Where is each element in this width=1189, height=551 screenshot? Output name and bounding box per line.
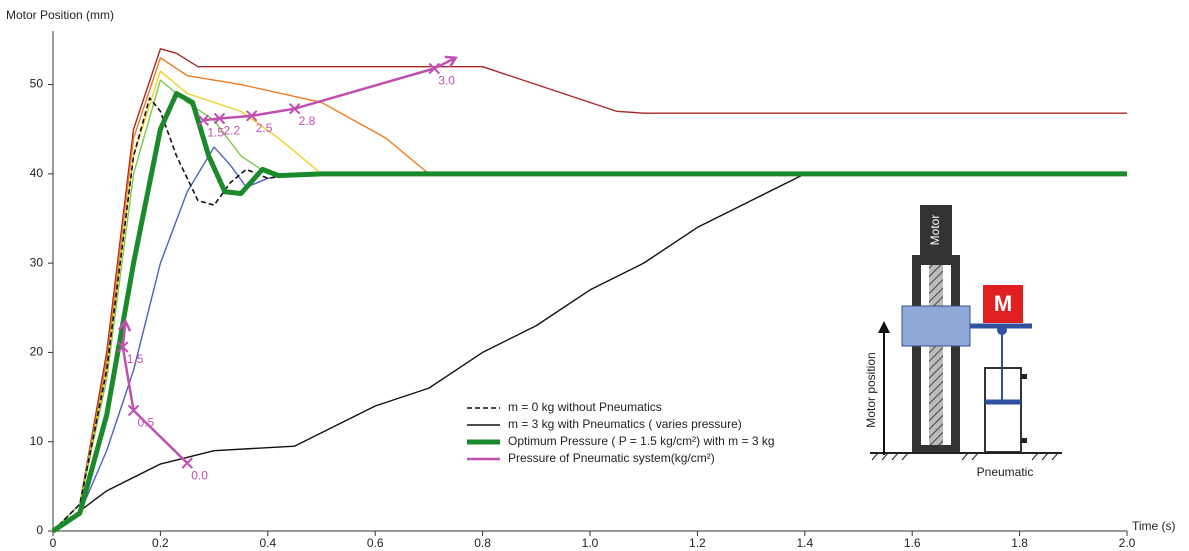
x-tick-label: 1.8 — [1011, 536, 1028, 550]
port — [1021, 438, 1027, 443]
lead-screw — [929, 265, 943, 445]
pneumatic-label: Pneumatic — [977, 465, 1034, 479]
series-line — [52, 57, 1127, 532]
x-tick-label: 0.2 — [152, 536, 169, 550]
point-marker — [213, 112, 226, 125]
point-label: 0.0 — [191, 468, 208, 482]
point-label: 2.2 — [223, 124, 240, 138]
y-tick-label: 40 — [30, 166, 44, 180]
x-tick-label: 1.0 — [582, 536, 599, 550]
point-marker — [197, 114, 210, 126]
legend-label: m = 3 kg with Pneumatics ( varies pressu… — [508, 417, 742, 431]
series-line — [52, 79, 1127, 532]
point-marker — [245, 110, 258, 122]
ground-hatch — [871, 452, 1059, 461]
legend-label: Pressure of Pneumatic system(kg/cm²) — [508, 451, 715, 465]
point-label: 2.8 — [299, 114, 316, 128]
mass-box — [983, 285, 1023, 323]
port — [1021, 374, 1027, 379]
mass-label: M — [994, 291, 1012, 316]
y-tick-label: 10 — [30, 434, 44, 448]
y-tick-label: 50 — [30, 77, 44, 91]
series-line — [51, 91, 1127, 534]
x-tick-label: 0 — [50, 536, 57, 550]
inset-diagram: Motor M Motor position Pneumatic — [864, 205, 1062, 479]
motor-label: Motor — [928, 215, 942, 246]
point-label: 3.0 — [438, 74, 455, 88]
arrow-head — [117, 318, 132, 332]
plot-area: 0 0.2 0.4 0.6 0.8 1.0 1.2 1.4 1.6 1.8 2.0 0 10 20 30 40… — [30, 48, 1136, 550]
y-axis-title: Motor Position (mm) — [6, 8, 114, 22]
series-line — [52, 173, 1127, 532]
point-marker — [127, 404, 140, 417]
position-label: Motor position — [864, 352, 878, 427]
point-marker — [117, 341, 129, 353]
x-axis-title: Time (s) — [1132, 519, 1176, 533]
x-tick-label: 1.4 — [796, 536, 813, 550]
series-line — [121, 56, 457, 465]
x-tick-label: 1.6 — [904, 536, 921, 550]
point-marker — [288, 102, 301, 115]
x-tick-label: 2.0 — [1119, 536, 1136, 550]
point-label: 0.5 — [138, 416, 155, 430]
y-tick-label: 0 — [36, 523, 43, 537]
x-tick-label: 0.6 — [367, 536, 384, 550]
series-line — [52, 97, 1127, 532]
arrow-head — [444, 55, 458, 68]
series-line — [52, 48, 1127, 532]
x-tick-label: 0.4 — [259, 536, 276, 550]
legend-label: Optimum Pressure ( P = 1.5 kg/cm²) with … — [508, 434, 775, 448]
point-label: 1.5 — [127, 352, 144, 366]
point-label: 2.5 — [256, 121, 273, 135]
carriage — [901, 305, 971, 347]
y-tick-label: 20 — [30, 345, 44, 359]
point-marker — [181, 457, 193, 469]
motor-block — [920, 205, 952, 255]
y-tick-label: 30 — [30, 255, 44, 269]
arrow-head — [878, 321, 890, 333]
x-tick-label: 0.8 — [474, 536, 491, 550]
legend-label: m = 0 kg without Pneumatics — [508, 400, 662, 414]
x-tick-label: 1.2 — [689, 536, 706, 550]
point-marker — [428, 62, 440, 75]
point-label: 1.5 — [207, 125, 224, 139]
